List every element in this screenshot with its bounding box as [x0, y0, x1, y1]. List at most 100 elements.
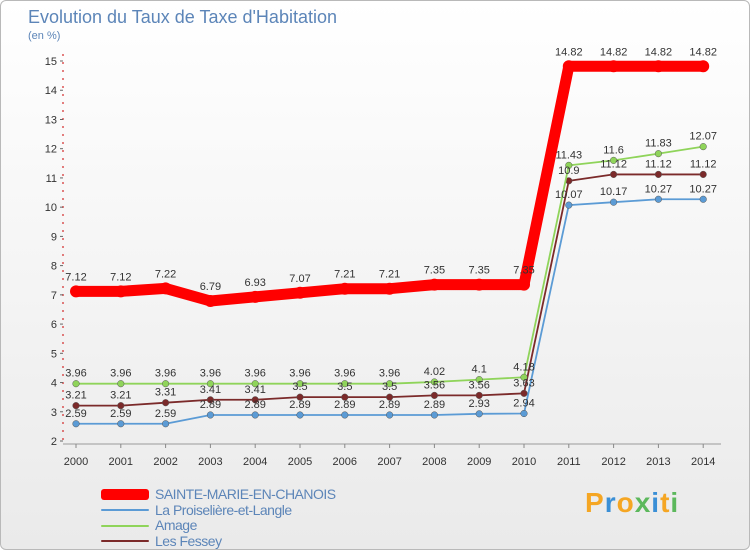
x-tick-label: 2005 [288, 456, 312, 468]
series-lines [70, 60, 710, 428]
series-point [518, 278, 530, 291]
data-label: 2.93 [468, 398, 489, 410]
series-point [72, 420, 80, 428]
data-label: 3.96 [65, 368, 86, 380]
axes: 2 3 4 5 6 7 8 9 10 11 12 13 14 15 2000 2001 2002 2003 2004… [45, 54, 721, 468]
y-tick-label: 8 [51, 261, 57, 273]
data-label: 3.96 [334, 368, 355, 380]
logo-letter: r [604, 487, 617, 518]
x-tick-label: 2013 [646, 456, 670, 468]
legend-swatch [101, 489, 149, 501]
x-tick-label: 2001 [109, 456, 133, 468]
data-label: 3.96 [244, 368, 265, 380]
series-point [162, 420, 170, 428]
legend-item: La Proiselière-et-Langle [101, 501, 336, 519]
x-tick-label: 2008 [422, 456, 446, 468]
logo-letter: P [585, 487, 605, 518]
data-label: 3.96 [110, 368, 131, 380]
y-tick-label: 5 [51, 348, 57, 360]
legend-label: SAINTE-MARIE-EN-CHANOIS [155, 486, 336, 503]
series-labels: 7.12 7.12 7.22 6.79 6.93 7.07 7.21 7.21 7.35 7.35… [65, 46, 717, 419]
legend-swatch [101, 524, 149, 527]
series-point [610, 198, 618, 206]
data-label: 4.1 [472, 364, 487, 376]
y-tick-label: 13 [45, 114, 57, 126]
data-label: 10.9 [558, 165, 579, 177]
series-point [249, 290, 262, 303]
series-point [520, 389, 528, 397]
series-point [428, 278, 441, 291]
data-label: 6.93 [244, 277, 265, 289]
legend-label: La Proiselière-et-Langle [155, 501, 292, 518]
x-tick-label: 2003 [198, 456, 222, 468]
data-label: 2.89 [200, 399, 221, 411]
series-point [206, 396, 214, 404]
series-point [699, 143, 707, 151]
data-label: 10.07 [555, 189, 583, 201]
data-label: 3.56 [468, 379, 489, 391]
data-label: 10.17 [600, 186, 628, 198]
y-tick-label: 2 [51, 436, 57, 448]
data-label: 3.96 [155, 368, 176, 380]
series-point [117, 380, 125, 388]
legend-item: Amage [101, 518, 336, 534]
series-point [117, 402, 125, 410]
data-label: 3.31 [155, 387, 176, 399]
data-label: 3.41 [200, 384, 221, 396]
series-point [610, 170, 618, 178]
data-label: 2.89 [379, 399, 400, 411]
series-point [251, 380, 259, 388]
legend-label: Les Fessey [155, 532, 222, 549]
data-label: 7.35 [424, 265, 445, 277]
series-point [699, 170, 707, 178]
data-label: 14.82 [555, 46, 583, 58]
x-tick-label: 2009 [467, 456, 491, 468]
series-point [697, 60, 710, 73]
data-label: 11.43 [555, 149, 582, 161]
data-label: 3.63 [513, 377, 534, 389]
data-label: 11.12 [645, 158, 672, 170]
data-label: 2.94 [513, 398, 534, 410]
series-point [338, 282, 351, 295]
series-point [607, 60, 620, 73]
series-point [341, 393, 349, 401]
series-point [565, 201, 573, 209]
data-label: 2.59 [155, 408, 176, 420]
data-label: 7.07 [289, 273, 310, 285]
data-label: 11.12 [690, 158, 717, 170]
logo-letter: x [634, 487, 652, 518]
series-point [204, 294, 217, 307]
data-label: 3.96 [200, 368, 221, 380]
series-point [206, 380, 214, 388]
y-tick-label: 6 [51, 319, 57, 331]
x-tick-label: 2000 [64, 456, 88, 468]
data-label: 3.21 [65, 390, 86, 402]
data-label: 3.5 [292, 381, 307, 393]
x-tick-label: 2007 [377, 456, 401, 468]
x-tick-label: 2004 [243, 456, 267, 468]
series-point [341, 411, 349, 419]
series-point [473, 278, 486, 291]
series-point [114, 285, 127, 298]
series-point [386, 380, 394, 388]
y-tick-label: 10 [45, 202, 57, 214]
line-chart: 2 3 4 5 6 7 8 9 10 11 12 13 14 15 2000 2001 2002 2003 2004… [45, 46, 721, 468]
y-tick-label: 15 [45, 56, 57, 68]
data-label: 2.89 [289, 399, 310, 411]
data-label: 3.5 [337, 381, 352, 393]
series-point [652, 60, 665, 73]
data-label: 3.41 [244, 384, 265, 396]
y-tick-label: 11 [46, 173, 57, 185]
logo-letter: o [616, 487, 635, 518]
chart-unit: (en %) [28, 30, 61, 42]
chart-title: Evolution du Taux de Taxe d'Habitation [28, 7, 337, 27]
series-point [475, 410, 483, 418]
logo-letter: i [651, 487, 661, 518]
series-point [386, 411, 394, 419]
data-label: 7.21 [334, 269, 355, 281]
data-label: 11.83 [645, 138, 672, 150]
data-label: 11.12 [600, 158, 627, 170]
data-label: 2.89 [334, 399, 355, 411]
series-line [75, 145, 705, 385]
series-point [162, 380, 170, 388]
